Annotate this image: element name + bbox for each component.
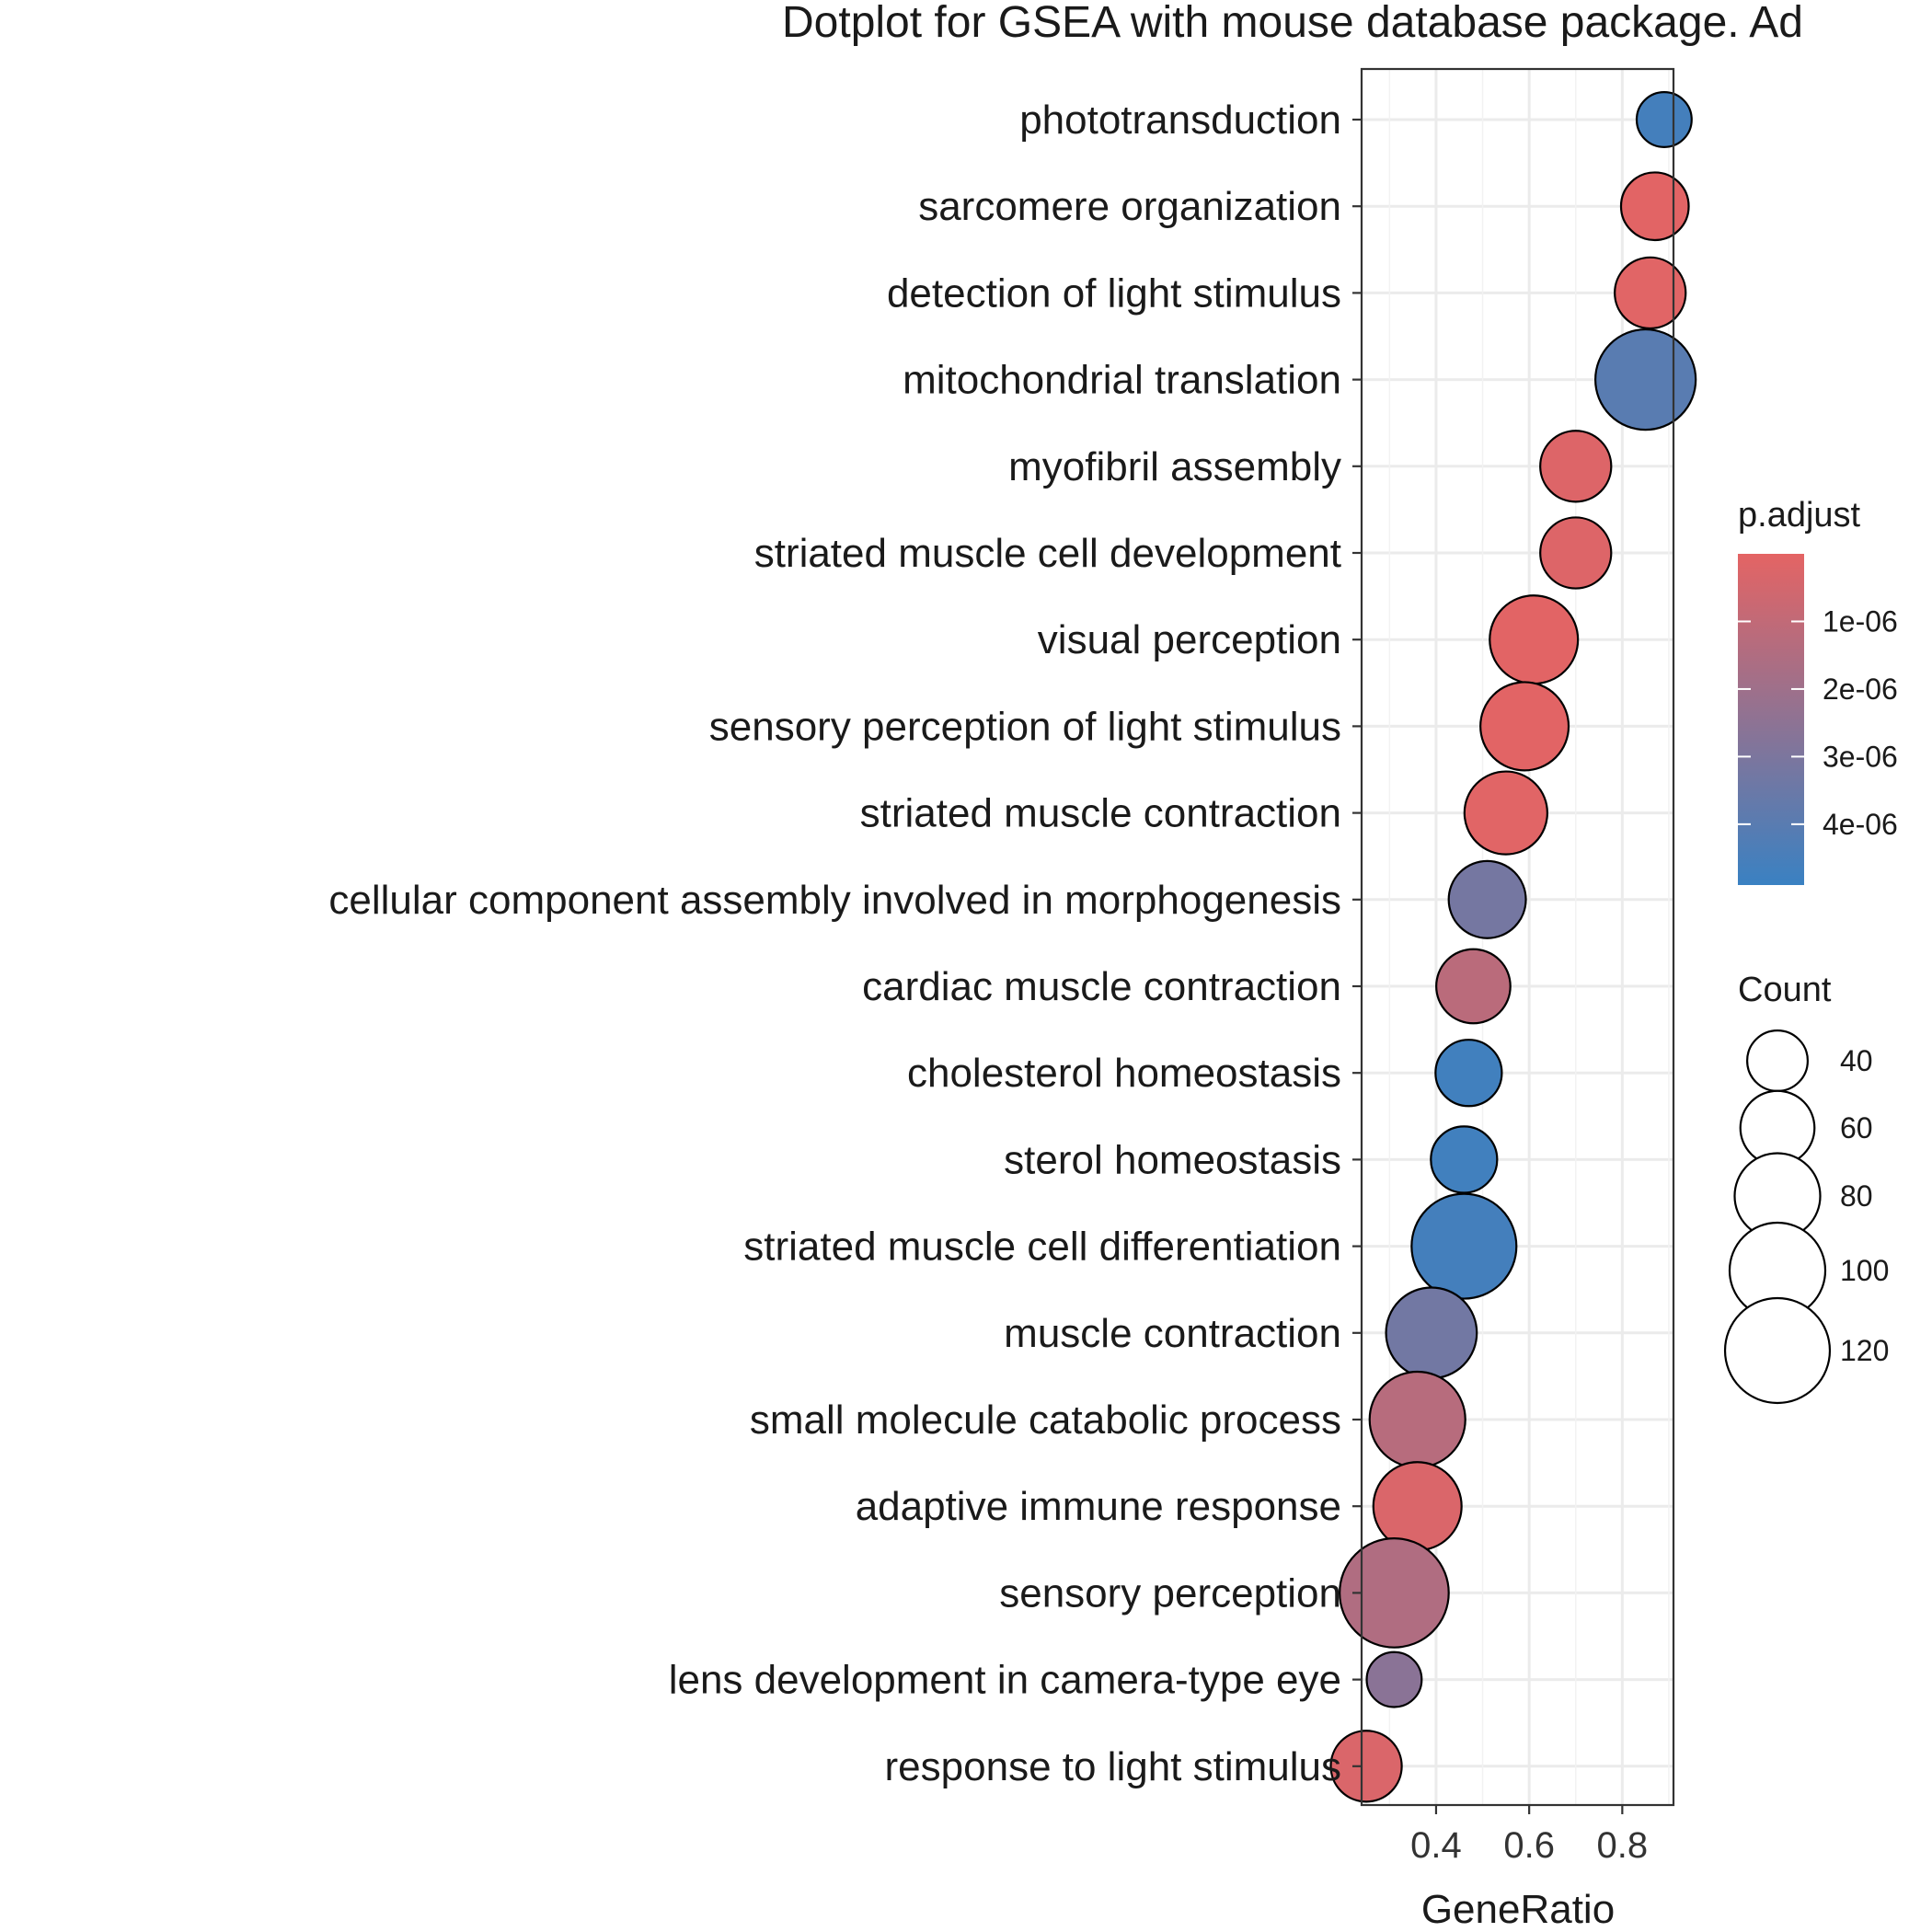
data-point	[1410, 1192, 1518, 1300]
size-legend: Count 40 60 80 100 120	[1723, 971, 1889, 1405]
y-axis-label: sensory perception of light stimulus	[709, 704, 1341, 749]
y-axis-labels: phototransduction sarcomere organization d…	[328, 98, 1362, 1789]
color-bar-tick-label: 3e-06	[1823, 740, 1898, 773]
y-axis-label: striated muscle cell development	[754, 531, 1341, 576]
data-points	[1329, 91, 1697, 1803]
y-axis-label: striated muscle contraction	[860, 791, 1341, 836]
data-point	[1430, 1125, 1499, 1194]
color-legend: p.adjust 1e-06 2e-06 3e-06 4e-06	[1738, 496, 1898, 885]
x-axis-tick-label: 0.8	[1597, 1825, 1649, 1866]
x-axis: 0.4 0.6 0.8	[1410, 1805, 1648, 1866]
y-axis-label: cellular component assembly involved in …	[328, 878, 1341, 923]
color-bar-tick-label: 4e-06	[1823, 808, 1898, 841]
data-point	[1447, 859, 1527, 939]
size-legend-label: 40	[1840, 1044, 1873, 1077]
color-legend-title: p.adjust	[1738, 496, 1861, 535]
data-point	[1368, 1370, 1466, 1469]
color-bar-ticks: 1e-06 2e-06 3e-06 4e-06	[1738, 604, 1898, 841]
y-axis-label: adaptive immune response	[856, 1484, 1341, 1529]
chart-title: Dotplot for GSEA with mouse database pac…	[782, 0, 1803, 47]
data-point	[1435, 948, 1512, 1025]
data-point	[1329, 1730, 1403, 1803]
data-point	[1339, 1537, 1450, 1649]
x-axis-tick-label: 0.6	[1503, 1825, 1555, 1866]
data-point	[1372, 1461, 1463, 1552]
data-point	[1434, 1039, 1503, 1108]
data-point	[1614, 256, 1687, 330]
color-bar-tick-label: 2e-06	[1823, 673, 1898, 706]
size-legend-circle	[1723, 1296, 1832, 1405]
y-axis-label: small molecule catabolic process	[750, 1397, 1341, 1443]
y-axis-label: muscle contraction	[1004, 1311, 1341, 1356]
size-legend-items: 40 60 80 100 120	[1723, 1029, 1889, 1405]
data-point	[1365, 1650, 1423, 1708]
y-axis-label: cholesterol homeostasis	[907, 1051, 1341, 1096]
data-point	[1619, 171, 1690, 242]
y-axis-label: sensory perception	[999, 1570, 1341, 1616]
size-legend-label: 80	[1840, 1179, 1873, 1213]
data-point	[1489, 594, 1580, 685]
y-axis-label: lens development in camera-type eye	[669, 1658, 1341, 1703]
y-axis-label: mitochondrial translation	[903, 358, 1341, 403]
y-axis-label: sarcomere organization	[918, 184, 1341, 229]
y-axis-label: myofibril assembly	[1008, 444, 1341, 489]
size-legend-label: 120	[1840, 1334, 1889, 1367]
size-legend-circle	[1746, 1029, 1809, 1092]
y-axis-label: phototransduction	[1019, 98, 1341, 143]
color-bar	[1738, 554, 1804, 885]
y-axis-label: visual perception	[1038, 617, 1341, 662]
data-point	[1385, 1286, 1478, 1380]
data-point	[1479, 681, 1570, 772]
y-axis-label: response to light stimulus	[885, 1744, 1341, 1789]
size-legend-label: 100	[1840, 1254, 1889, 1287]
color-bar-tick-label: 1e-06	[1823, 604, 1898, 638]
data-point	[1539, 516, 1613, 590]
size-legend-label: 60	[1840, 1111, 1873, 1144]
y-axis-label: cardiac muscle contraction	[862, 964, 1341, 1009]
data-point	[1463, 770, 1548, 856]
data-point	[1635, 91, 1693, 148]
data-point	[1539, 430, 1613, 503]
y-axis-label: striated muscle cell differentiation	[743, 1225, 1341, 1270]
plot-panel-border	[1360, 67, 1675, 1807]
x-axis-title: GeneRatio	[1421, 1887, 1615, 1932]
y-axis-label: sterol homeostasis	[1004, 1137, 1341, 1182]
size-legend-title: Count	[1738, 971, 1832, 1009]
y-axis-label: detection of light stimulus	[887, 270, 1341, 316]
data-point	[1594, 328, 1697, 431]
x-axis-tick-label: 0.4	[1410, 1825, 1462, 1866]
